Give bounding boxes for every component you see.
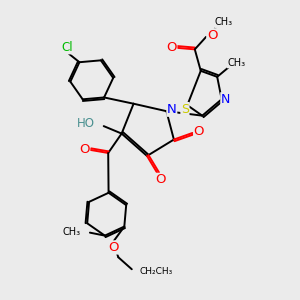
Text: O: O [166, 41, 177, 54]
Text: CH₃: CH₃ [215, 17, 233, 28]
Text: CH₂CH₃: CH₂CH₃ [139, 267, 172, 276]
Text: O: O [194, 125, 204, 138]
Text: N: N [167, 103, 177, 116]
Text: O: O [109, 241, 119, 254]
Text: CH₃: CH₃ [227, 58, 245, 68]
Text: O: O [155, 173, 166, 186]
Text: O: O [207, 29, 217, 42]
Text: N: N [221, 93, 230, 106]
Text: O: O [79, 143, 90, 156]
Text: CH₃: CH₃ [63, 227, 81, 237]
Text: HO: HO [77, 117, 95, 130]
Text: Cl: Cl [62, 41, 73, 54]
Text: S: S [181, 103, 189, 116]
